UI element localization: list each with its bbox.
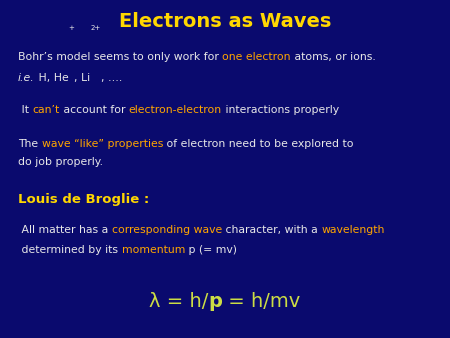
Text: p: p (209, 292, 222, 311)
Text: one electron: one electron (222, 52, 291, 63)
Text: p (= mv): p (= mv) (185, 245, 237, 255)
Text: 2+: 2+ (90, 25, 101, 31)
Text: atoms, or ions.: atoms, or ions. (291, 52, 376, 63)
Text: Louis de Broglie :: Louis de Broglie : (18, 193, 149, 206)
Text: = h/mv: = h/mv (222, 292, 301, 311)
Text: momentum: momentum (122, 245, 185, 255)
Text: can’t: can’t (32, 105, 60, 115)
Text: It: It (18, 105, 32, 115)
Text: H, He: H, He (35, 73, 68, 83)
Text: wavelength: wavelength (321, 225, 385, 235)
Text: do job properly.: do job properly. (18, 157, 103, 167)
Text: i.e.: i.e. (18, 73, 35, 83)
Text: wave “like” properties: wave “like” properties (41, 139, 163, 149)
Text: character, with a: character, with a (222, 225, 321, 235)
Text: , ….: , …. (101, 73, 122, 83)
Text: Bohr’s model seems to only work for: Bohr’s model seems to only work for (18, 52, 222, 63)
Text: interactions properly: interactions properly (222, 105, 339, 115)
Text: All matter has a: All matter has a (18, 225, 112, 235)
Text: Electrons as Waves: Electrons as Waves (119, 12, 331, 31)
Text: of electron need to be explored to: of electron need to be explored to (163, 139, 354, 149)
Text: +: + (68, 25, 74, 31)
Text: corresponding wave: corresponding wave (112, 225, 222, 235)
Text: electron-electron: electron-electron (129, 105, 222, 115)
Text: account for: account for (60, 105, 129, 115)
Text: , Li: , Li (74, 73, 90, 83)
Text: λ = h/: λ = h/ (149, 292, 209, 311)
Text: The: The (18, 139, 41, 149)
Text: determined by its: determined by its (18, 245, 122, 255)
